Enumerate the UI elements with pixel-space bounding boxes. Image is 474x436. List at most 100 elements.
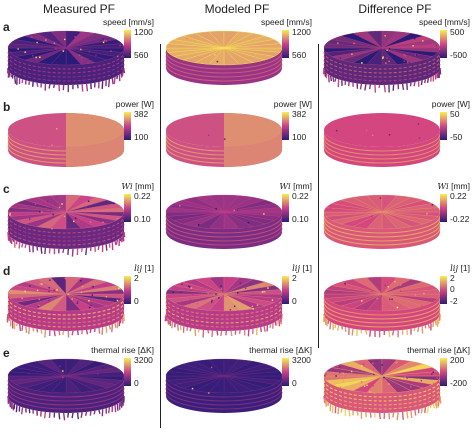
disk-speckle bbox=[371, 289, 374, 292]
disk-layer-stripe bbox=[165, 219, 283, 238]
colorbar-label-text: power [W] bbox=[273, 99, 312, 109]
disk-layer-stripe bbox=[7, 63, 125, 82]
disk-speckle bbox=[237, 292, 239, 294]
disk-speckle bbox=[77, 221, 79, 223]
disk-layer-stripe bbox=[323, 59, 441, 78]
disk-support-strut bbox=[25, 326, 28, 333]
disk-layer-stripe bbox=[323, 145, 441, 164]
disk-speckle bbox=[62, 370, 64, 372]
disk-support-strut bbox=[107, 79, 111, 88]
disk-support-strut bbox=[84, 411, 88, 417]
disk-render bbox=[6, 276, 125, 338]
disk-speckle bbox=[384, 284, 387, 287]
disk-support-strut bbox=[58, 412, 61, 420]
disk-render bbox=[322, 276, 441, 338]
disk-support-strut bbox=[383, 84, 387, 93]
disk-speckle bbox=[113, 202, 115, 205]
disk-support-strut bbox=[21, 243, 24, 248]
disk-layer-stripe bbox=[165, 59, 283, 78]
disk-support-strut bbox=[401, 411, 404, 420]
disk-support-strut bbox=[344, 327, 347, 332]
disk-speckle bbox=[117, 372, 120, 374]
disk-speckle bbox=[389, 298, 391, 300]
disk-support-strut bbox=[76, 412, 80, 420]
disk-render bbox=[7, 194, 126, 257]
disk-support-strut bbox=[8, 235, 12, 243]
colorbar bbox=[124, 30, 131, 58]
disk-speckle bbox=[220, 288, 223, 290]
disk-speckle bbox=[181, 283, 183, 286]
colorbar-min-label: 0 bbox=[134, 296, 139, 306]
disk-sector bbox=[381, 289, 441, 295]
disk-layer-stripe bbox=[7, 215, 125, 234]
disk-speckle bbox=[49, 279, 51, 281]
disk-speckle bbox=[17, 48, 19, 50]
disk-speckle bbox=[417, 54, 419, 57]
disk-speckle bbox=[423, 292, 425, 295]
disk-layer-stripe bbox=[323, 219, 441, 238]
disk-speckle bbox=[362, 363, 365, 366]
disk-side bbox=[166, 294, 282, 331]
colorbar-max-label: 500 bbox=[450, 27, 465, 37]
disk-support-strut bbox=[340, 408, 343, 413]
disk-speckle bbox=[35, 56, 37, 59]
disk-speckle bbox=[351, 361, 354, 364]
disk-render bbox=[323, 113, 441, 167]
colorbar-label: power [W] bbox=[432, 99, 470, 109]
disk-speckle bbox=[179, 205, 181, 207]
disk-speckle bbox=[71, 298, 73, 300]
disk-speckle bbox=[36, 289, 39, 292]
disk-support-strut bbox=[10, 237, 13, 245]
disk-speckle bbox=[391, 38, 394, 41]
row-letter-c: c bbox=[3, 182, 10, 196]
disk-speckle bbox=[31, 36, 33, 38]
disk-support-strut bbox=[76, 330, 79, 336]
disk-speckle bbox=[339, 371, 341, 374]
disk-speckle bbox=[77, 300, 79, 303]
disk-sector bbox=[65, 371, 125, 377]
disk-speckle bbox=[38, 298, 40, 301]
disk-layer-stripe bbox=[7, 55, 125, 74]
disk-speckle bbox=[74, 36, 76, 38]
disk-speckle bbox=[337, 42, 339, 44]
disk-render bbox=[164, 276, 283, 338]
disk-speckle bbox=[119, 44, 121, 47]
disk-speckle bbox=[361, 300, 363, 302]
disk-speckle bbox=[404, 375, 406, 378]
disk-support-strut bbox=[8, 71, 11, 78]
disk-support-strut bbox=[98, 327, 101, 334]
disk-render bbox=[7, 113, 125, 167]
disk-layer-stripe bbox=[7, 223, 125, 242]
disk-speckle bbox=[372, 362, 374, 365]
disk-support-strut bbox=[322, 69, 325, 75]
disk-support-strut bbox=[426, 406, 430, 414]
disk-speckle bbox=[361, 62, 363, 64]
disk-speckle bbox=[339, 57, 342, 59]
disk-render bbox=[7, 30, 126, 93]
disk-support-strut bbox=[120, 400, 124, 408]
disk-speckle bbox=[371, 134, 374, 137]
disk-support-strut bbox=[8, 317, 11, 322]
colorbar bbox=[124, 358, 131, 386]
disk-support-strut bbox=[67, 412, 70, 418]
colorbar bbox=[440, 30, 447, 58]
disk-support-strut bbox=[420, 408, 423, 414]
disk-layer-stripe bbox=[7, 391, 125, 410]
disk-speckle bbox=[418, 137, 421, 139]
disk-support-strut bbox=[434, 320, 437, 326]
disk-side bbox=[8, 48, 124, 85]
disk-support-strut bbox=[396, 412, 399, 421]
disk-speckle bbox=[344, 283, 346, 285]
disk-speckle bbox=[342, 372, 344, 375]
disk-support-strut bbox=[80, 248, 83, 253]
disk-speckle bbox=[239, 282, 242, 284]
colorbar-max-label: 0.22 bbox=[292, 191, 309, 201]
disk-speckle bbox=[88, 299, 90, 302]
colorbar-label-variable: lij bbox=[450, 264, 459, 274]
disk-support-strut bbox=[275, 320, 279, 326]
disk-speckle bbox=[251, 305, 254, 308]
colorbar-min-label: 0.10 bbox=[292, 214, 309, 224]
disk-support-strut bbox=[230, 330, 233, 337]
disk-support-strut bbox=[6, 315, 9, 323]
disk-speckle bbox=[432, 371, 434, 374]
